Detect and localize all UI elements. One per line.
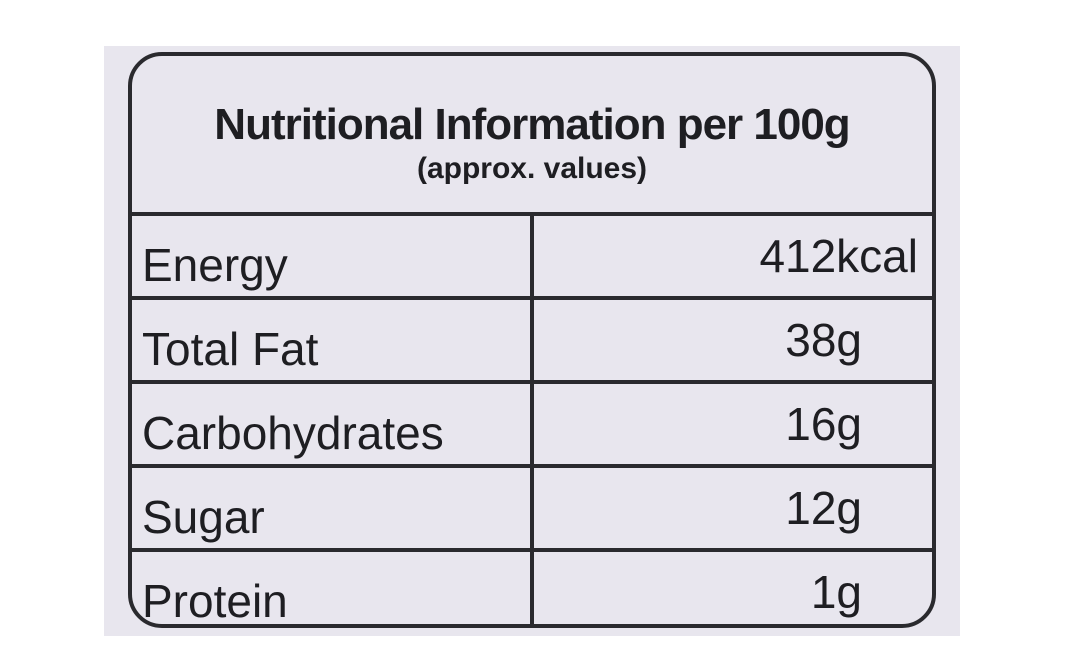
table-row: Carbohydrates 16g [132,384,932,468]
nutrient-value: 1g [810,566,862,618]
table-row: Sugar 12g [132,468,932,552]
table: Energy 412kcal Total Fat 38g Carbohydrates 16… [132,216,932,624]
nutrient-name: Energy [132,216,534,296]
table-row: Protein 1g [132,552,932,624]
table-row: Total Fat 38g [132,300,932,384]
nutrient-name: Carbohydrates [132,384,534,464]
nutrient-value: 12g [785,482,862,534]
nutrition-box: Nutritional Information per 100g (approx… [128,52,936,628]
subtitle: (approx. values) [416,152,648,185]
table-row: Energy 412kcal [132,216,932,300]
nutrient-value: 412kcal [759,230,918,282]
header: Nutritional Information per 100g (approx… [132,56,932,216]
title: Nutritional Information per 100g [214,100,850,149]
nutrient-value: 38g [785,314,862,366]
nutrient-name: Total Fat [132,300,534,380]
label: Nutritional Information per 100g (approx… [104,46,960,636]
nutrient-name: Sugar [132,468,534,548]
nutrient-name: Protein [132,552,534,624]
nutrient-value: 16g [785,398,862,450]
